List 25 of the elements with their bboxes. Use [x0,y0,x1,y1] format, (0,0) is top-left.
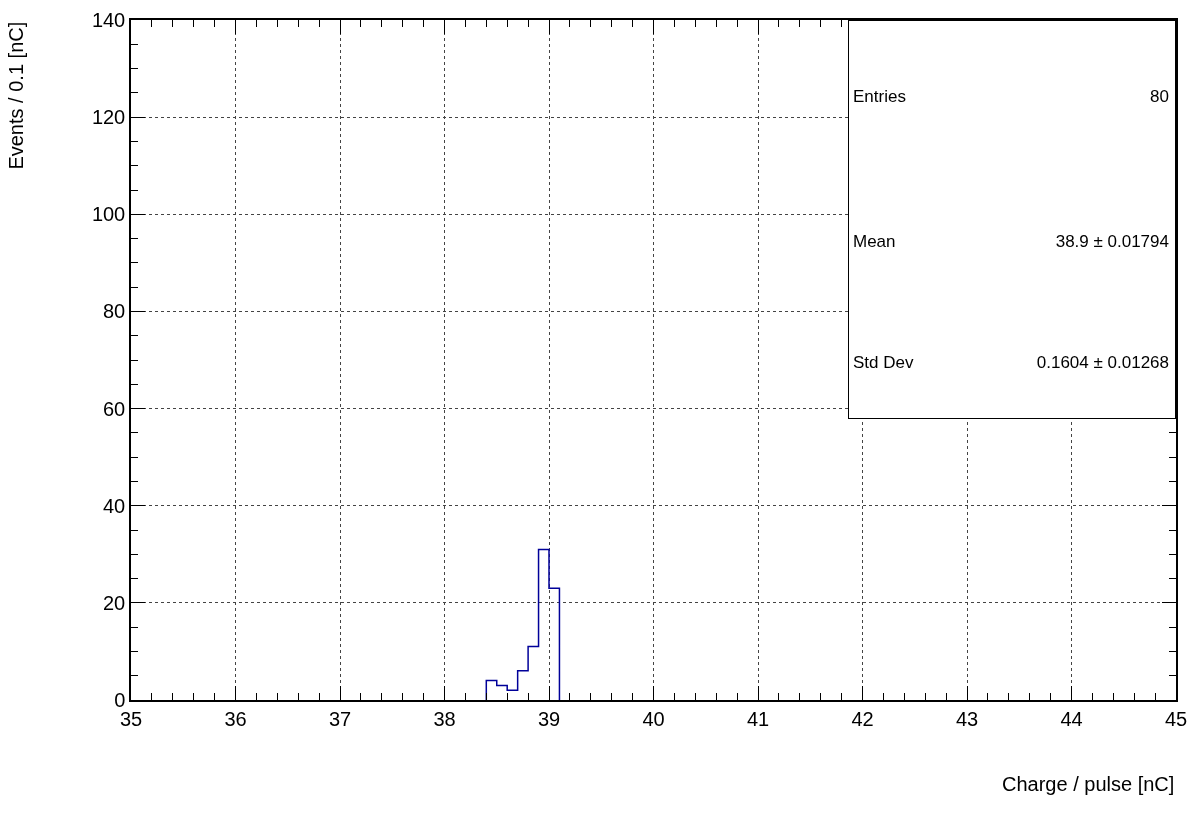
y-tick-label: 100 [91,203,126,226]
annotation: 38.9 ± 0.01794 [1055,232,1169,252]
x-tick-label: 42 [851,707,874,730]
x-axis-title: Charge / pulse [nC] [1002,773,1175,795]
y-tick-label: 60 [103,397,126,420]
x-tick-label: 38 [433,707,456,730]
x-tick-label: 37 [328,707,352,730]
annotation: Mean [853,232,896,252]
y-tick-label: 20 [103,591,126,614]
annotation: 80 [1150,87,1169,107]
x-tick-label: 43 [955,707,979,730]
annotation: 0.1604 ± 0.01268 [1036,353,1169,373]
y-tick-label: 140 [91,9,126,31]
x-tick-label: 40 [642,707,665,730]
y-axis-title: Events / 0.1 [nC] [4,21,27,170]
x-tick-label: 39 [537,707,561,730]
x-tick-label: 45 [1164,707,1188,730]
annotation: Entries [853,87,906,107]
y-tick-label: 80 [103,300,126,323]
y-tick-label: 40 [103,494,126,517]
x-tick-label: 44 [1060,707,1083,730]
x-tick-label: 36 [224,707,247,730]
annotation: Std Dev [853,353,914,373]
y-tick-label: 120 [91,106,126,129]
x-tick-label: 41 [746,707,770,730]
